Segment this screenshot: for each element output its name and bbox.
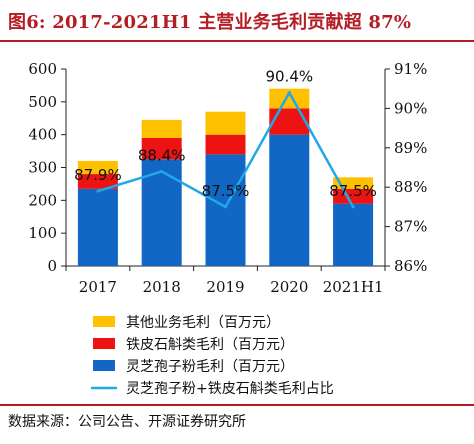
bar-lingzhi	[77, 188, 118, 266]
source-note: 数据来源：公司公告、开源证券研究所	[8, 414, 246, 430]
left-tick-label: 200	[28, 191, 57, 209]
chart: 0 100 200 300 400 500 600 86% 87% 88% 89% 90% 91% 201…	[28, 60, 427, 397]
share-data-label: 87.5%	[329, 182, 377, 200]
x-tick-label: 2018	[143, 278, 181, 296]
bar-lingzhi	[205, 154, 246, 266]
bar-other	[333, 177, 374, 189]
bar-tiepi	[333, 188, 374, 204]
bar-other	[141, 119, 182, 138]
right-tick-label: 89%	[394, 139, 427, 157]
bar-lingzhi	[269, 134, 310, 266]
right-tick-label: 87%	[394, 218, 427, 236]
source-rule	[0, 404, 474, 406]
left-tick-label: 100	[28, 224, 57, 242]
share-data-label: 87.5%	[202, 182, 250, 200]
right-tick-label: 86%	[394, 257, 427, 275]
bar-other	[205, 111, 246, 135]
right-tick-label: 91%	[394, 60, 427, 78]
legend-tiepi-swatch	[93, 338, 115, 349]
share-point	[224, 205, 227, 209]
bar-tiepi	[141, 137, 182, 160]
legend-other-label: 其他业务毛利（百万元）	[126, 315, 280, 331]
share-point	[96, 189, 100, 193]
bar-other	[269, 88, 310, 109]
bar-lingzhi	[333, 203, 374, 266]
legend-lingzhi-label: 灵芝孢子粉毛利（百万元）	[126, 359, 294, 375]
x-tick-label: 2021H1	[323, 278, 384, 296]
share-data-label: 88.4%	[138, 146, 186, 164]
bar-tiepi	[269, 108, 310, 135]
left-tick-label: 300	[28, 159, 57, 177]
title-rule	[0, 40, 474, 42]
legend-tiepi-label: 铁皮石斛类毛利（百万元）	[126, 337, 294, 353]
share-data-label: 87.9%	[74, 166, 122, 184]
left-tick-label: 500	[28, 93, 57, 111]
bar-other	[77, 160, 118, 175]
figure-title: 图6: 2017-2021H1 主营业务毛利贡献超 87%	[8, 12, 412, 33]
x-tick-label: 2017	[79, 278, 117, 296]
right-tick-label: 90%	[394, 99, 427, 117]
legend-share-label: 灵芝孢子粉+铁皮石斛类毛利占比	[126, 381, 334, 397]
left-tick-label: 400	[28, 126, 57, 144]
x-tick-label: 2020	[270, 278, 308, 296]
share-point	[160, 169, 164, 173]
share-point	[287, 91, 291, 95]
x-tick-label: 2019	[206, 278, 244, 296]
legend-other-swatch	[93, 316, 115, 327]
bar-tiepi	[205, 134, 246, 155]
share-data-label: 90.4%	[265, 68, 313, 86]
bar-tiepi	[77, 174, 118, 189]
share-point	[351, 205, 355, 209]
right-tick-label: 88%	[394, 178, 427, 196]
left-tick-label: 0	[47, 257, 57, 275]
left-tick-label: 600	[28, 60, 57, 78]
legend-lingzhi-swatch	[93, 360, 115, 371]
bar-lingzhi	[141, 159, 182, 266]
